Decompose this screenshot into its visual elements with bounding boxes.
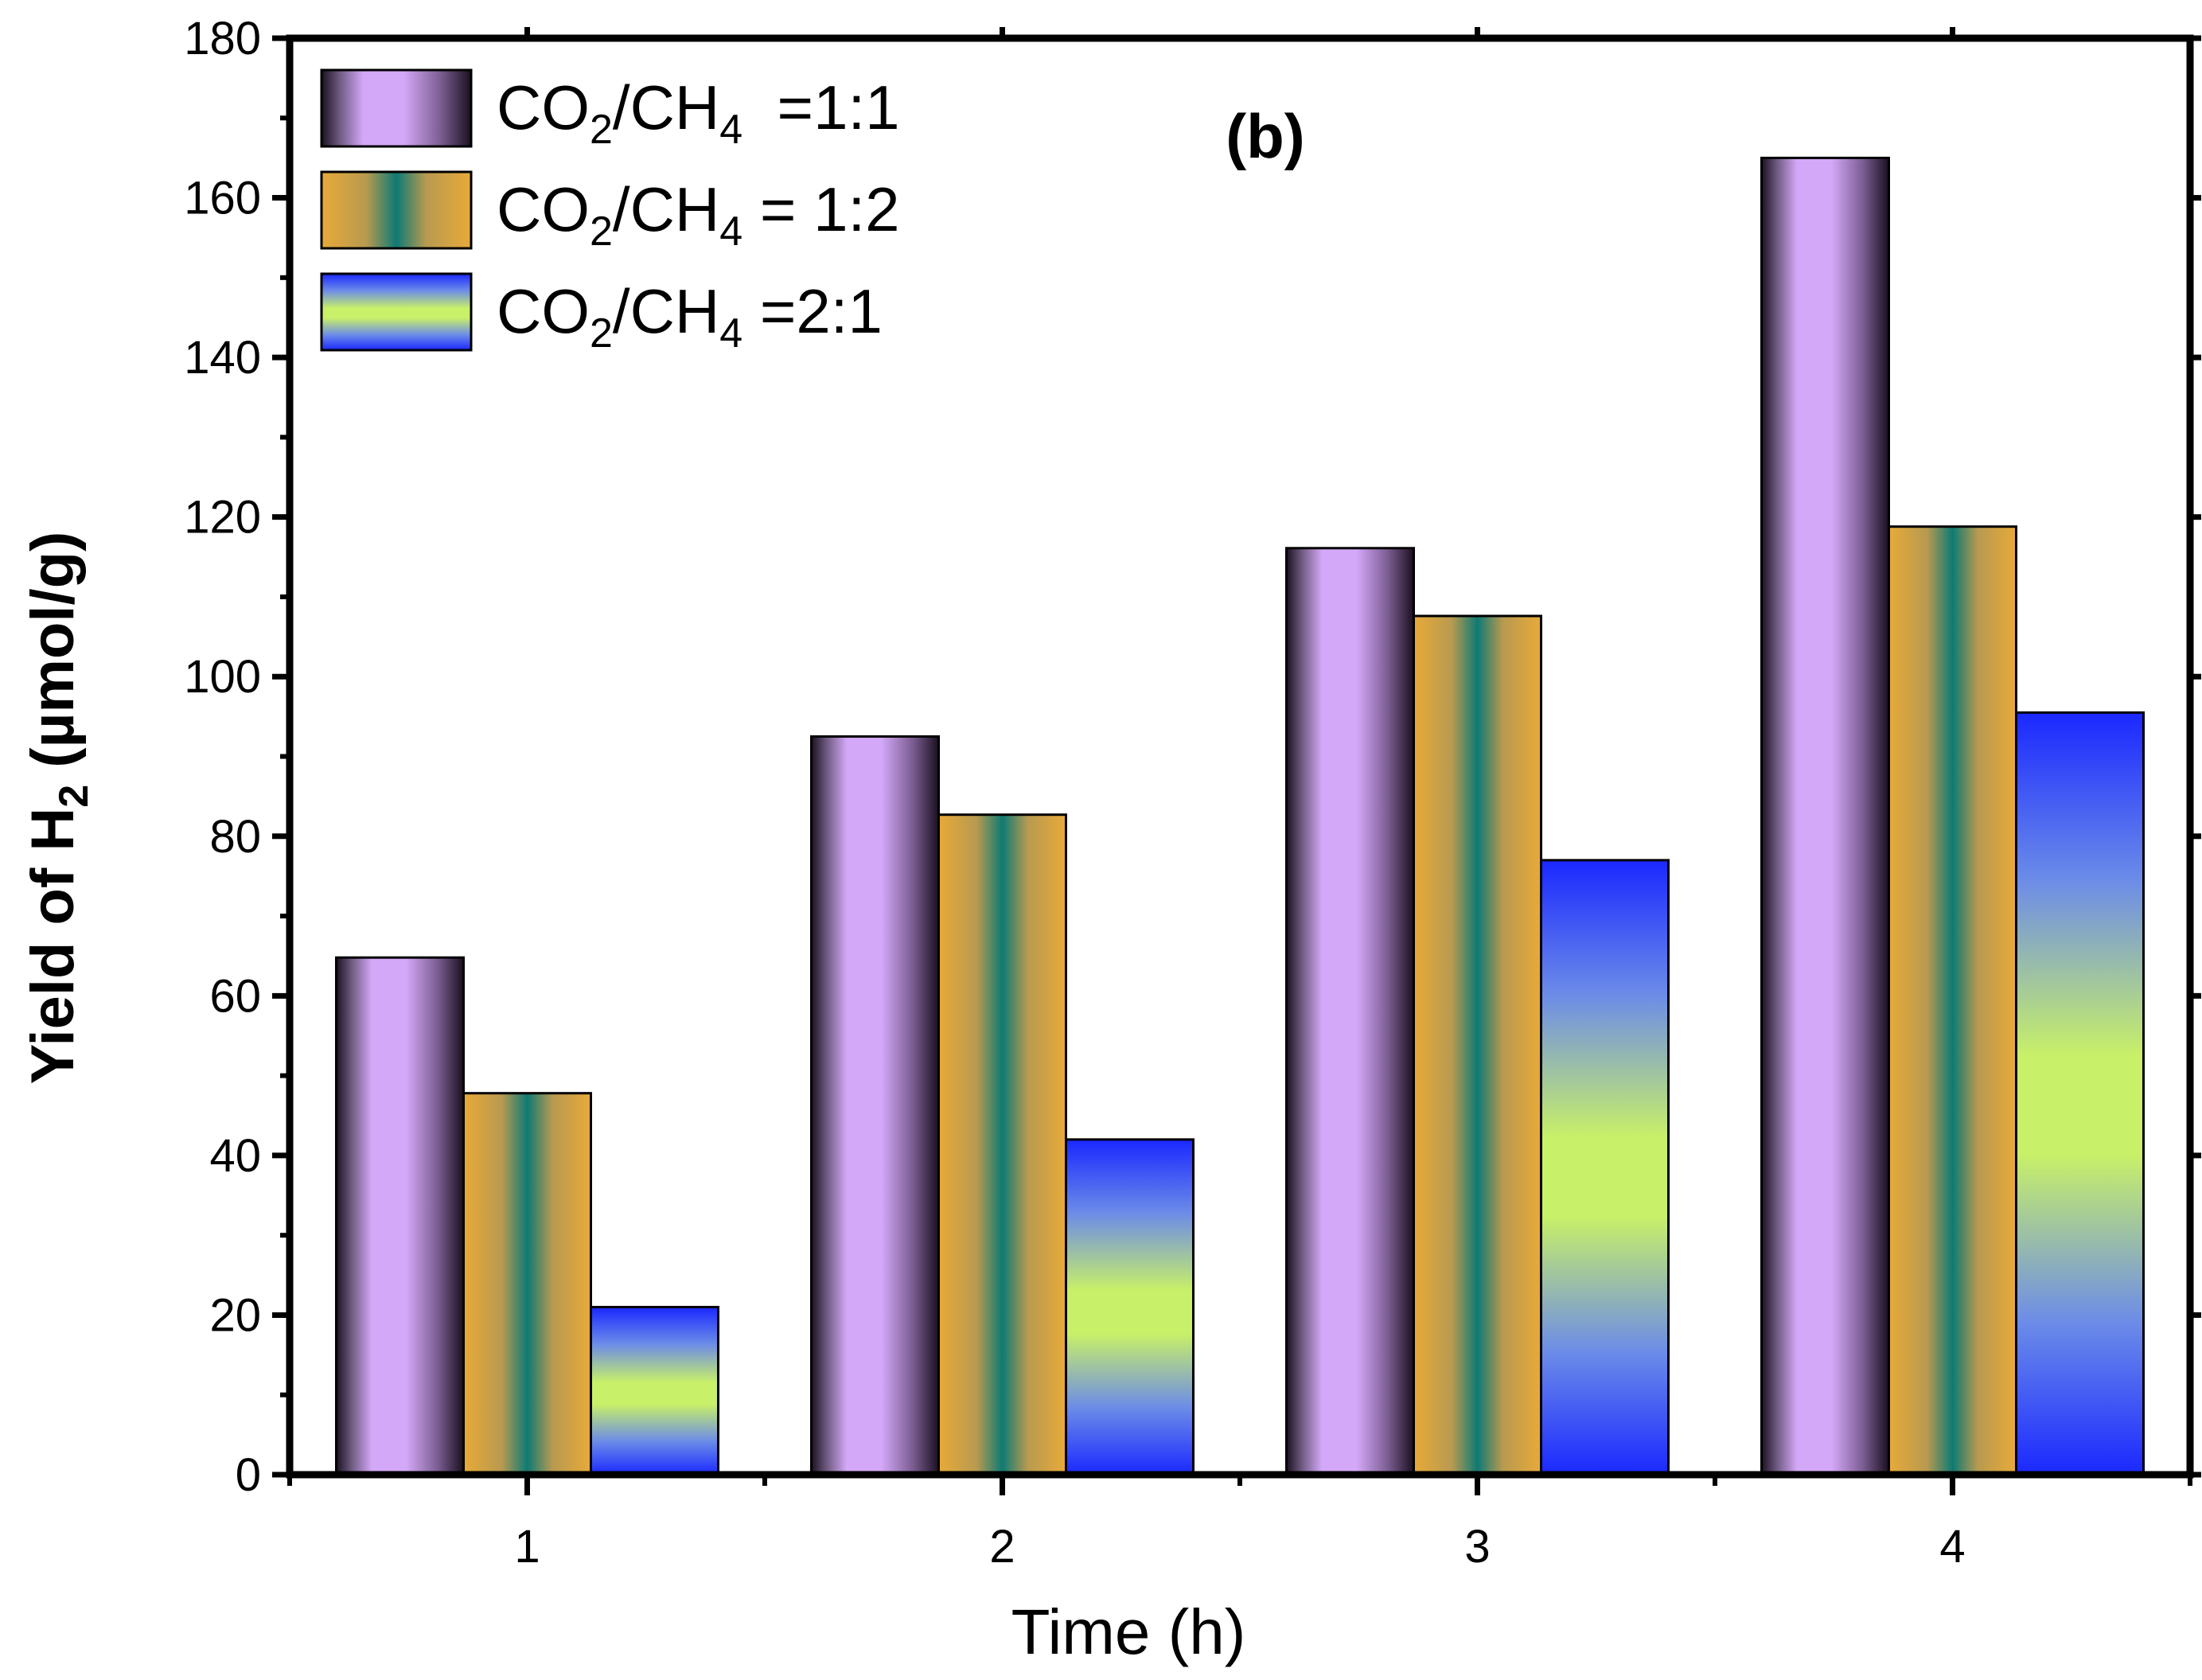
bar-series-2-cat-4 <box>1888 525 2017 1476</box>
y-tick-label: 120 <box>184 492 261 544</box>
y-axis-title-post: (µmol/g) <box>19 532 87 785</box>
x-tick-label: 1 <box>514 1521 540 1573</box>
legend-label-2: CO2/CH4 = 1:2 <box>497 174 900 255</box>
bar-series-2-cat-2 <box>937 813 1067 1476</box>
x-axis-title: Time (h) <box>1011 1596 1246 1667</box>
y-tick-label: 0 <box>236 1449 261 1501</box>
bar-series-2-cat-1 <box>462 1092 592 1476</box>
bar-series-1-cat-4 <box>1760 156 1890 1476</box>
bar-series-3-cat-4 <box>2015 711 2145 1476</box>
legend-swatch-3 <box>320 272 473 352</box>
bar-series-1-cat-2 <box>810 735 940 1476</box>
x-tick-label: 4 <box>1939 1521 1965 1573</box>
y-tick-label: 40 <box>209 1130 261 1182</box>
y-tick-label: 20 <box>209 1289 261 1341</box>
y-tick-label: 60 <box>209 970 261 1022</box>
bar-series-3-cat-2 <box>1065 1138 1195 1476</box>
bar-series-2-cat-3 <box>1413 614 1542 1476</box>
y-axis-title-sub: 2 <box>51 785 97 808</box>
y-tick-label: 160 <box>184 173 261 224</box>
y-axis-title-pre: Yield of H <box>19 808 87 1085</box>
x-tick-label: 3 <box>1464 1521 1490 1573</box>
legend-swatch-2 <box>320 170 473 250</box>
bar-series-3-cat-1 <box>590 1305 719 1476</box>
panel-annotation: (b) <box>1226 101 1305 171</box>
y-axis-title: Yield of H2 (µmol/g) <box>19 532 97 1085</box>
y-tick-label: 80 <box>209 811 261 863</box>
legend: CO2/CH4 =1:1 CO2/CH4 = 1:2 CO2/CH4 =2:1 <box>320 68 900 357</box>
axes-layer: 0 20 40 60 80 100 120 140 160 180 1 2 3 4 <box>184 13 2201 1573</box>
legend-label-1: CO2/CH4 =1:1 <box>497 72 900 153</box>
legend-swatch-1 <box>320 68 473 148</box>
y-tick-label: 180 <box>184 13 261 64</box>
x-tick-label: 2 <box>989 1521 1015 1573</box>
bar-series-1-cat-1 <box>335 956 465 1476</box>
legend-label-3: CO2/CH4 =2:1 <box>497 276 883 357</box>
bars-layer <box>335 156 2145 1476</box>
y-tick-label: 100 <box>184 651 261 703</box>
bar-series-3-cat-3 <box>1540 859 1670 1476</box>
bar-series-1-cat-3 <box>1285 547 1415 1476</box>
y-tick-label: 140 <box>184 332 261 384</box>
